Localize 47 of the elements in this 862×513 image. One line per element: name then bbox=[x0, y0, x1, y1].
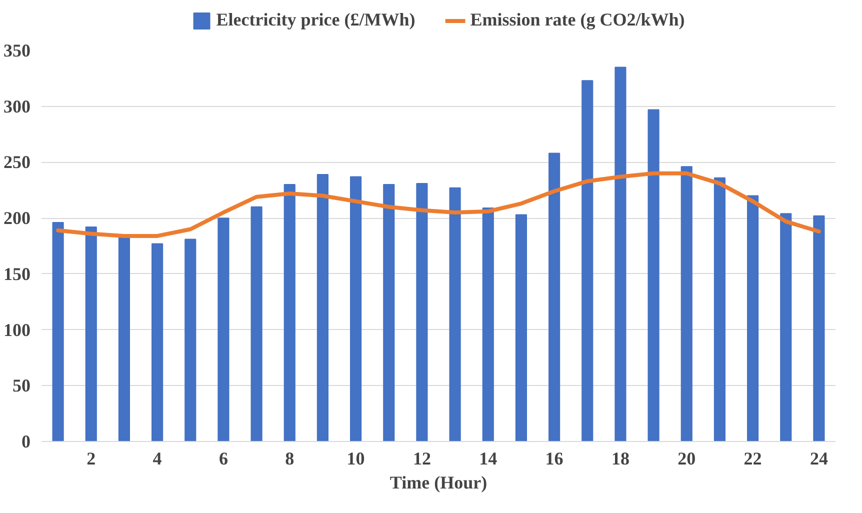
x-tick-label: 2 bbox=[86, 448, 96, 468]
bar bbox=[184, 238, 196, 442]
x-tick-label: 20 bbox=[678, 448, 696, 468]
y-tick-label: 200 bbox=[4, 208, 30, 228]
bar bbox=[747, 195, 759, 442]
y-tick-label: 250 bbox=[4, 152, 30, 172]
bar bbox=[152, 243, 164, 442]
legend-label: Electricity price (£/MWh) bbox=[216, 10, 416, 30]
y-tick-label: 300 bbox=[4, 96, 30, 116]
bar bbox=[449, 187, 461, 442]
y-tick-label: 150 bbox=[4, 264, 30, 284]
line-series bbox=[56, 171, 821, 238]
bar bbox=[548, 152, 560, 442]
x-tick-label: 16 bbox=[545, 448, 564, 468]
x-tick-label: 4 bbox=[152, 448, 162, 468]
bar bbox=[350, 176, 362, 442]
bar bbox=[680, 166, 692, 442]
x-tick-label: 8 bbox=[285, 448, 294, 468]
y-tick-label: 0 bbox=[22, 432, 30, 452]
x-tick-label: 22 bbox=[744, 448, 762, 468]
bar bbox=[780, 213, 792, 442]
bar bbox=[284, 184, 296, 442]
bar bbox=[648, 109, 660, 442]
x-tick-label: 18 bbox=[611, 448, 630, 468]
x-tick-label: 12 bbox=[412, 448, 431, 468]
x-tick-label: 6 bbox=[218, 448, 228, 468]
x-tick-label: 10 bbox=[346, 448, 365, 468]
bar bbox=[482, 208, 494, 442]
x-axis-title: Time (Hour) bbox=[390, 472, 488, 492]
bar bbox=[582, 80, 594, 442]
bar bbox=[416, 182, 428, 442]
x-tick-label: 14 bbox=[479, 448, 498, 468]
x-tick-label: 24 bbox=[810, 448, 828, 468]
bar bbox=[714, 177, 726, 442]
y-tick-label: 350 bbox=[4, 40, 30, 60]
bar bbox=[813, 215, 825, 442]
bar bbox=[383, 184, 395, 442]
bar bbox=[614, 66, 626, 442]
bar bbox=[85, 226, 97, 442]
bar bbox=[515, 214, 527, 442]
bar bbox=[52, 222, 64, 442]
y-tick-label: 100 bbox=[4, 320, 30, 340]
bar bbox=[316, 174, 328, 442]
bar bbox=[250, 206, 262, 442]
y-tick-label: 50 bbox=[12, 376, 30, 396]
legend-label: Emission rate (g CO2/kWh) bbox=[470, 10, 685, 30]
bar bbox=[218, 218, 230, 442]
